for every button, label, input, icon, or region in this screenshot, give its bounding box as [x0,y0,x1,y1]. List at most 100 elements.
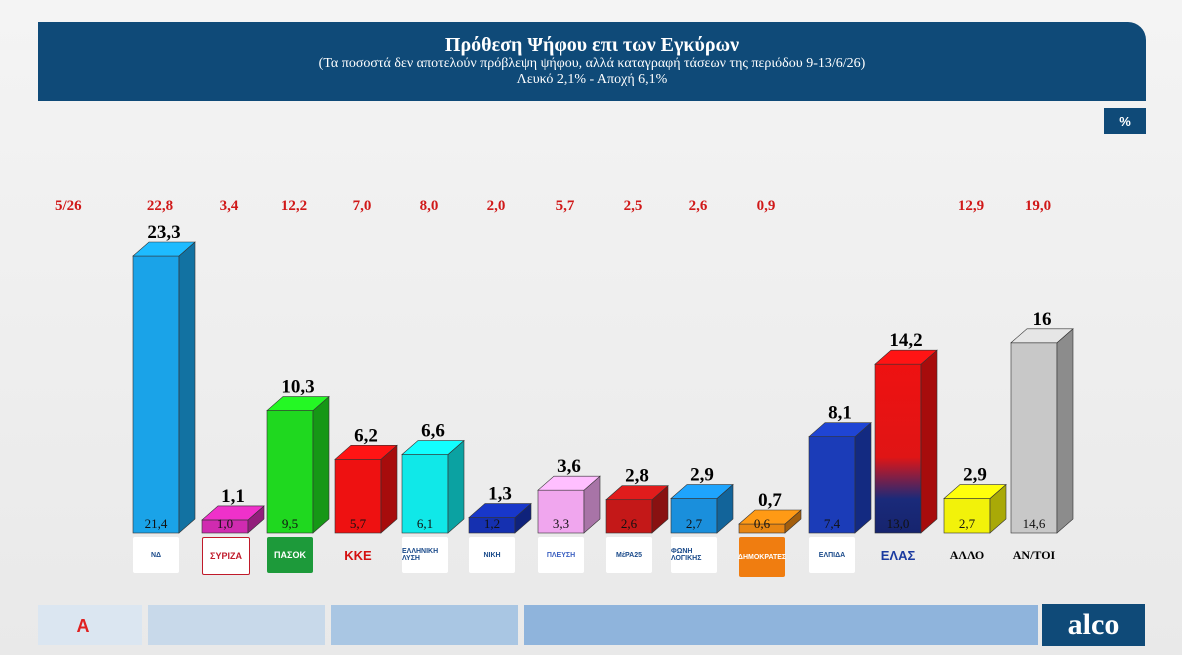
party-logo: ΝΙΚΗ [469,537,515,573]
party-logo: ΣΥΡΙΖΑ [202,537,250,575]
bar-inner-label: 1,0 [217,516,233,531]
bar-side [1056,328,1074,534]
bar-side [312,395,330,534]
party-logo: ΕΛΑΣ [880,547,916,563]
bar [670,498,718,534]
bar-value-label: 1,3 [488,484,512,505]
bar-side [920,349,938,534]
bar-value-label: 10,3 [281,377,314,398]
party-logo: ΚΚΕ [344,547,372,563]
bar-group: 23,3 21,4 [132,222,196,534]
bar-top [808,422,872,438]
bar-side [178,241,196,534]
bar-value-label: 2,9 [690,465,714,486]
bar-inner-label: 14,6 [1023,516,1046,531]
bar [334,458,382,534]
party-logo: ΦΩΝΗ ΛΟΓΙΚΗΣ [671,537,717,573]
bar-top [874,349,938,365]
previous-value: 22,8 [146,198,174,214]
bar-inner-label: 0,6 [754,516,771,531]
previous-period-label: 5/26 [55,198,82,214]
bar-value-label: 2,9 [963,465,987,486]
bar-group: 6,2 5,7 [334,425,398,534]
footer-segment-3 [331,605,518,645]
bar-value-label: 14,2 [889,330,922,351]
bar-value-label: 1,1 [221,486,245,507]
bar-inner-label: 5,7 [350,516,367,531]
party-logo: ΔΗΜΟΚΡΑΤΕΣ [738,537,786,577]
bar-group: 16 14,6 [1010,309,1074,534]
bar-value-label: 3,6 [557,456,581,477]
previous-value: 3,4 [219,198,239,214]
bar [1010,342,1058,534]
bar-group: 10,3 9,5 [266,377,330,534]
bar-top [401,440,465,455]
bar-top [670,484,734,499]
bar-group: 14,2 13,0 [874,330,938,534]
party-logo: ΑΝ/ΤΟΙ [1012,547,1056,562]
previous-value: 7,0 [352,198,372,214]
bar-group: 1,1 1,0 [201,486,265,534]
bar-top [605,485,669,501]
bar-inner-label: 7,4 [824,516,841,531]
bar [808,436,856,534]
bar-top [132,241,196,257]
bar-top [1010,328,1074,344]
party-logo: ΕΛΠΙΔΑ [809,537,855,573]
bar-inner-label: 9,5 [282,516,298,531]
bar-group: 3,6 3,3 [537,456,601,534]
bar-side [380,444,398,534]
percent-badge: % [1104,108,1146,134]
bar-value-label: 23,3 [147,222,180,243]
bar [874,363,922,534]
bar-top [468,503,532,518]
bar-group: 8,1 7,4 [808,403,872,534]
bar-side [447,439,465,534]
bar-value-label: 16 [1033,309,1052,330]
bar-group: 2,9 2,7 [943,465,1007,534]
footer-segment-2 [148,605,325,645]
bar-value-label: 0,7 [758,490,782,511]
party-logo: ΠΑΣΟΚ [267,537,313,573]
previous-value: 12,2 [280,198,308,214]
alco-logo: alco [1042,604,1145,646]
chart-header: Πρόθεση Ψήφου επι των Εγκύρων (Τα ποσοστ… [38,22,1146,101]
chart-note: Λευκό 2,1% - Αποχή 6,1% [516,72,668,87]
footer-segment-1 [38,605,142,645]
bar-top [266,396,330,411]
bar-side [854,422,872,534]
bar-inner-label: 1,2 [484,516,500,531]
previous-value: 0,9 [756,198,776,214]
bar-top [537,475,601,491]
previous-value: 19,0 [1024,198,1052,214]
bar-value-label: 8,1 [828,403,852,424]
bar-inner-label: 21,4 [145,516,168,531]
channel-logo: A [76,615,90,636]
bar-top [738,509,802,525]
footer-segment-4 [524,605,1038,645]
chart-subtitle: (Τα ποσοστά δεν αποτελούν πρόβλεψη ψήφου… [318,56,866,71]
bar [132,255,180,534]
previous-value: 2,0 [486,198,506,214]
party-logo: ΕΛΛΗΝΙΚΗ ΛΥΣΗ [402,537,448,573]
bar [537,489,585,534]
party-logo: ΠΛΕΥΣΗ [538,537,584,573]
previous-value: 2,6 [688,198,708,214]
bar-inner-label: 6,1 [417,516,433,531]
previous-value: 2,5 [623,198,643,214]
bar-top [201,505,265,521]
bar-inner-label: 2,7 [959,516,976,531]
footer-bar [0,605,1182,655]
chart-title: Πρόθεση Ψήφου επι των Εγκύρων [444,34,740,56]
previous-value: 12,9 [957,198,985,214]
bar-value-label: 2,8 [625,466,649,487]
bar [943,498,991,534]
previous-value: 8,0 [419,198,439,214]
bar-inner-label: 3,3 [553,516,569,531]
bar [266,410,314,534]
bar-group: 6,6 6,1 [401,421,465,534]
bar-inner-label: 2,6 [621,516,638,531]
bar [605,499,653,534]
party-logo: ΜέΡΑ25 [606,537,652,573]
bar-chart: 23,3 21,4 1,1 1,0 10,3 9,5 6,2 5,7 6,6 6,1 1,3 1,2 3… [132,222,1074,534]
